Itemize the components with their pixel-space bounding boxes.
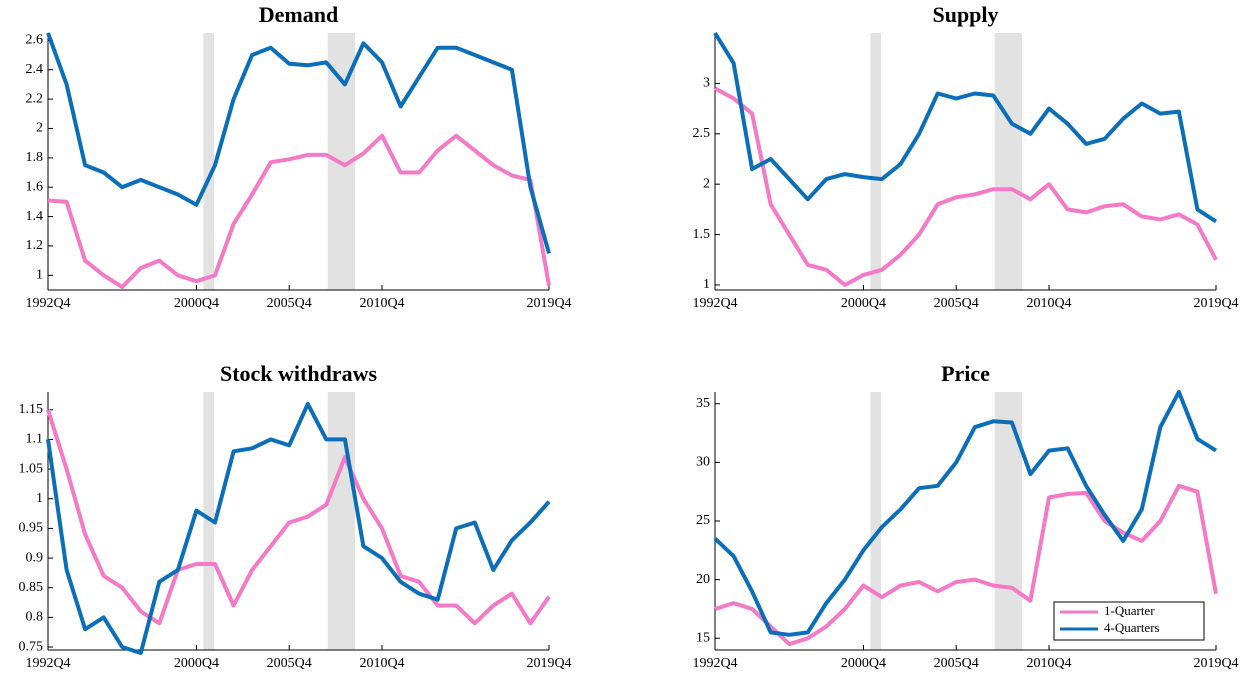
x-tick-label: 1992Q4 <box>692 656 737 671</box>
y-tick-label: 1 <box>36 491 43 506</box>
y-tick-label: 2.2 <box>26 91 44 106</box>
x-tick-label: 2010Q4 <box>1026 296 1071 311</box>
y-tick-label: 0.85 <box>19 580 44 595</box>
x-tick-label: 1992Q4 <box>25 656 70 671</box>
y-tick-label: 1.5 <box>693 227 711 242</box>
y-tick-label: 1 <box>36 268 43 283</box>
x-tick-label: 2000Q4 <box>841 656 886 671</box>
legend-label: 4-Quarters <box>1104 620 1160 635</box>
series-line <box>46 409 551 626</box>
subplot: Stock withdraws 0.75 0.8 0.85 0.9 0.95 1 1.05 1.… <box>19 361 572 671</box>
series-line <box>714 86 1218 287</box>
x-tick-label: 2019Q4 <box>526 656 571 671</box>
series-line <box>713 390 1218 637</box>
y-tick-label: 1.05 <box>19 461 44 476</box>
x-tick-label: 2019Q4 <box>526 296 571 311</box>
y-tick-label: 1.1 <box>26 432 44 447</box>
recession-band <box>203 392 215 650</box>
x-tick-label: 2019Q4 <box>1193 296 1238 311</box>
x-tick-label: 2005Q4 <box>267 656 312 671</box>
y-tick-label: 1.4 <box>26 209 44 224</box>
y-tick-label: 0.9 <box>26 550 44 565</box>
subplot: Supply 1 1.5 2 2.5 3 1992Q4 2000Q4 2005Q4 2010Q4 2… <box>692 2 1238 311</box>
x-tick-label: 2019Q4 <box>1193 656 1238 671</box>
x-tick-label: 2005Q4 <box>934 296 979 311</box>
chart-title: Stock withdraws <box>220 361 378 386</box>
legend: 1-Quarter 4-Quarters <box>1053 601 1205 641</box>
recession-band <box>994 392 1023 650</box>
y-tick-label: 0.75 <box>19 639 44 654</box>
y-tick-label: 1 <box>703 277 710 292</box>
legend-box <box>1053 601 1205 641</box>
x-tick-label: 2005Q4 <box>934 656 979 671</box>
x-tick-label: 2010Q4 <box>1026 656 1071 671</box>
x-tick-label: 2010Q4 <box>359 296 404 311</box>
y-tick-label: 2 <box>703 176 710 191</box>
y-tick-label: 25 <box>696 513 710 528</box>
y-tick-label: 2.5 <box>693 126 711 141</box>
series-line <box>713 31 1218 224</box>
subplot: Demand 1 1.2 1.4 1.6 1.8 2 2.2 2.4 2.6 1992Q4 2000Q… <box>25 2 571 311</box>
y-tick-label: 2.4 <box>26 62 44 77</box>
chart-title: Demand <box>259 2 338 27</box>
y-tick-label: 2 <box>36 121 43 136</box>
x-tick-label: 2000Q4 <box>841 296 886 311</box>
recession-band <box>203 33 215 290</box>
recession-band <box>994 33 1023 290</box>
legend-label: 1-Quarter <box>1104 603 1155 618</box>
x-tick-label: 1992Q4 <box>692 296 737 311</box>
recession-band <box>870 33 882 290</box>
y-tick-label: 35 <box>696 396 710 411</box>
y-tick-label: 2.6 <box>26 33 44 48</box>
series-line <box>46 401 551 655</box>
series-line <box>714 483 1218 647</box>
y-tick-label: 1.6 <box>26 179 44 194</box>
subplot: Price 15 20 25 30 35 1992Q4 2000Q4 2005Q4 2010Q4 2… <box>692 361 1238 671</box>
y-tick-label: 3 <box>703 76 710 91</box>
x-tick-label: 1992Q4 <box>25 296 70 311</box>
recession-band <box>870 392 882 650</box>
y-tick-label: 1.15 <box>19 402 44 417</box>
y-tick-label: 1.2 <box>26 238 44 253</box>
y-tick-label: 30 <box>696 455 710 470</box>
y-tick-label: 0.95 <box>19 521 44 536</box>
recession-band <box>327 392 356 650</box>
y-tick-label: 15 <box>696 630 710 645</box>
y-tick-label: 1.8 <box>26 150 44 165</box>
x-tick-label: 2000Q4 <box>174 656 219 671</box>
x-tick-label: 2005Q4 <box>267 296 312 311</box>
y-tick-label: 20 <box>696 572 710 587</box>
x-tick-label: 2010Q4 <box>359 656 404 671</box>
chart-title: Supply <box>932 2 998 27</box>
x-tick-label: 2000Q4 <box>174 296 219 311</box>
y-tick-label: 0.8 <box>26 610 44 625</box>
chart-title: Price <box>941 361 990 386</box>
series-line <box>47 133 551 290</box>
series-line <box>46 32 551 254</box>
